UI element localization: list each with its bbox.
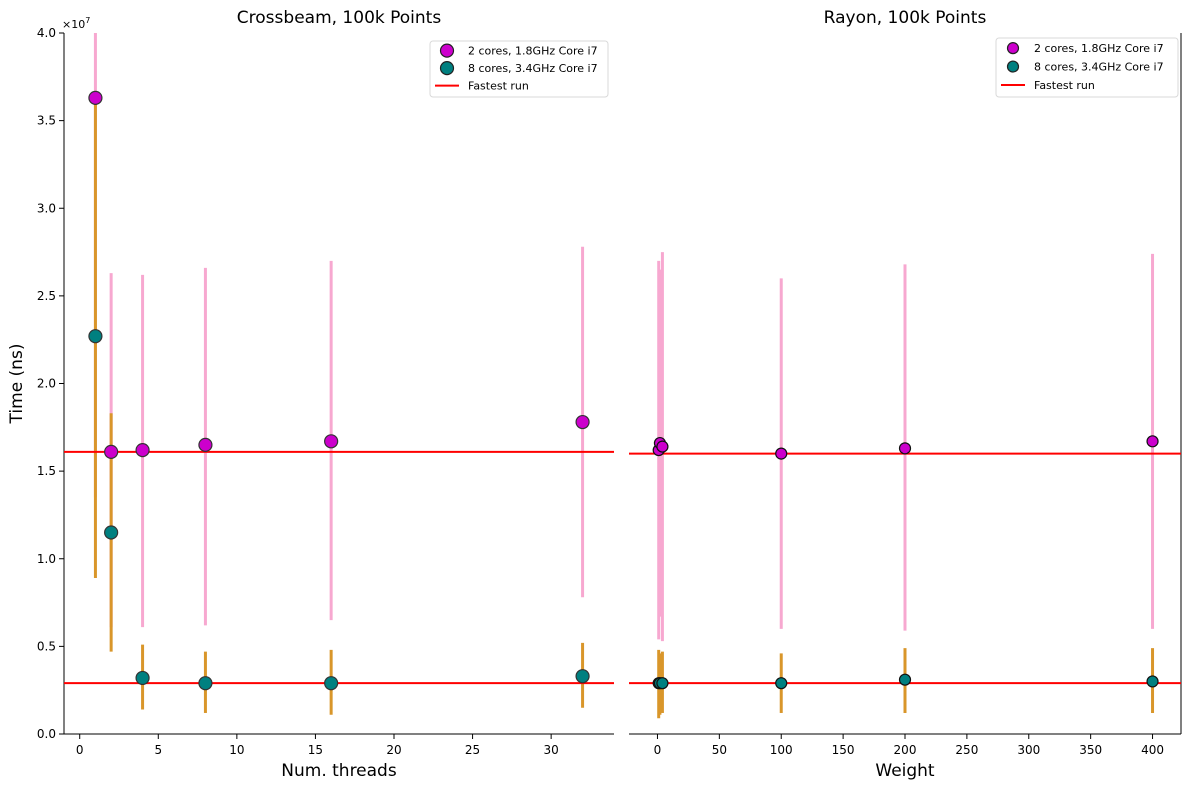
x-tick-label: 0 <box>76 743 84 757</box>
y-tick-label: 1.5 <box>37 464 56 478</box>
point-2-cores <box>198 437 213 452</box>
legend-marker <box>439 43 455 58</box>
point-8-cores <box>1146 675 1159 688</box>
x-tick-label: 20 <box>386 743 401 757</box>
point-8-cores <box>775 677 788 690</box>
chart-title: Rayon, 100k Points <box>824 8 987 28</box>
rayon-panel: Rayon, 100k Points 0 50 100 150 200 250 300 350 4… <box>629 8 1182 781</box>
point-2-cores <box>104 444 119 459</box>
point-2-cores <box>324 434 339 449</box>
point-2-cores <box>775 447 788 460</box>
legend-box <box>995 37 1179 98</box>
x-tick-label: 0 <box>654 743 662 757</box>
y-tick-label: 2.0 <box>37 377 56 391</box>
x-axis-label: Weight <box>875 761 935 781</box>
x-tick-label: 250 <box>955 743 978 757</box>
legend-marker <box>439 61 455 76</box>
y-tick-label: 3.0 <box>37 201 56 215</box>
x-tick-label: 5 <box>154 743 162 757</box>
y-tick-label: 1.0 <box>37 552 56 566</box>
legend-label: Fastest run <box>1034 79 1095 92</box>
y-tick-label: 4.0 <box>37 26 56 40</box>
point-8-cores <box>198 676 213 691</box>
point-2-cores <box>575 414 590 430</box>
x-tick-label: 30 <box>544 743 559 757</box>
point-8-cores <box>104 525 119 540</box>
x-tick-label: 150 <box>832 743 855 757</box>
y-scale-exponent: 7 <box>85 16 90 25</box>
point-2-cores <box>1146 435 1159 448</box>
y-tick-label: 2.5 <box>37 289 56 303</box>
x-tick-label: 15 <box>308 743 323 757</box>
legend-label: 8 cores, 3.4GHz Core i7 <box>468 62 598 75</box>
y-tick-label: 0.0 <box>37 727 56 741</box>
point-8-cores <box>898 673 912 686</box>
x-tick-label: 25 <box>465 743 480 757</box>
legend-label: Fastest run <box>468 80 529 93</box>
legend-marker <box>1006 42 1020 55</box>
x-tick-label: 200 <box>894 743 917 757</box>
x-tick-label: 400 <box>1141 743 1164 757</box>
point-8-cores <box>135 670 150 686</box>
point-2-cores <box>898 442 912 455</box>
x-tick-label: 300 <box>1017 743 1040 757</box>
y-tick-label: 0.5 <box>37 639 56 653</box>
x-tick-label: 50 <box>712 743 727 757</box>
point-8-cores <box>575 669 590 684</box>
x-tick-label: 10 <box>229 743 244 757</box>
crossbeam-panel: Crossbeam, 100k Points 0 5 10 15 20 25 30 0.0 0.5… <box>7 8 614 781</box>
x-tick-label: 100 <box>770 743 793 757</box>
point-2-cores <box>135 442 150 458</box>
legend-box <box>429 40 609 98</box>
chart-title: Crossbeam, 100k Points <box>237 8 442 28</box>
point-2-cores <box>656 440 669 453</box>
point-8-cores <box>88 329 103 344</box>
point-2-cores <box>88 90 103 105</box>
y-tick-label: 3.5 <box>37 114 56 128</box>
x-axis-label: Num. threads <box>281 761 397 781</box>
point-8-cores <box>324 676 339 691</box>
legend-label: 2 cores, 1.8GHz Core i7 <box>468 45 598 58</box>
legend-label: 2 cores, 1.8GHz Core i7 <box>1034 42 1164 55</box>
x-tick-label: 350 <box>1079 743 1102 757</box>
y-scale-label: ×107 <box>62 16 90 31</box>
legend-label: 8 cores, 3.4GHz Core i7 <box>1034 61 1164 74</box>
point-8-cores <box>656 677 669 690</box>
legend-marker <box>1006 60 1020 73</box>
y-axis-label: Time (ns) <box>7 344 27 425</box>
